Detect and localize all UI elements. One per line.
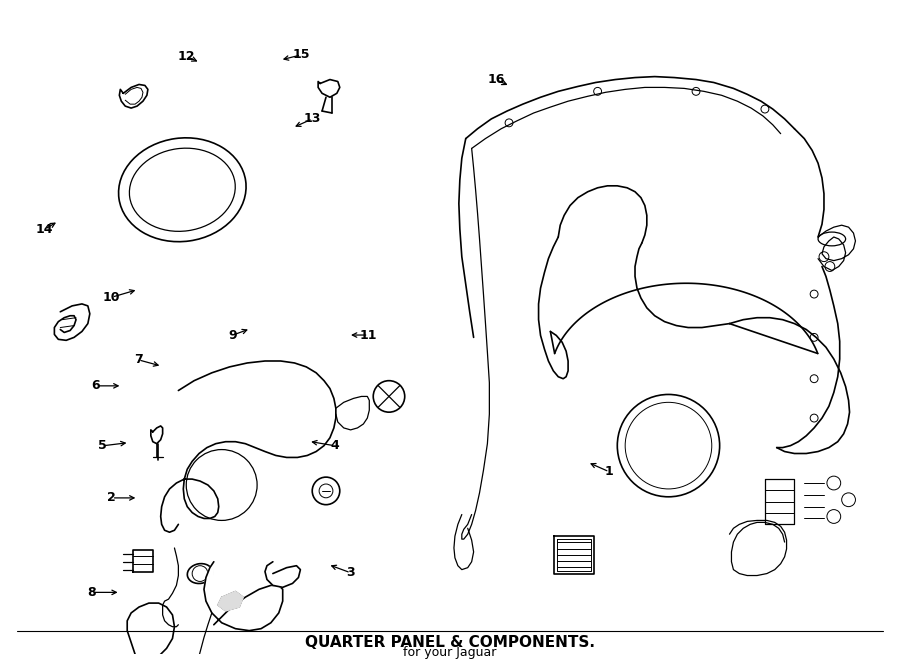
Text: 1: 1 — [605, 465, 614, 479]
Text: 16: 16 — [488, 73, 505, 86]
Text: 5: 5 — [98, 440, 107, 452]
Polygon shape — [218, 591, 243, 611]
Text: 3: 3 — [346, 566, 356, 579]
Text: 11: 11 — [360, 328, 377, 342]
Text: 13: 13 — [304, 113, 321, 125]
Text: 9: 9 — [229, 328, 238, 342]
Text: QUARTER PANEL & COMPONENTS.: QUARTER PANEL & COMPONENTS. — [305, 635, 595, 650]
Text: 2: 2 — [107, 491, 116, 504]
Text: 15: 15 — [292, 48, 310, 62]
Text: 14: 14 — [36, 223, 53, 236]
Text: 7: 7 — [134, 354, 142, 366]
Text: 6: 6 — [92, 379, 100, 393]
Text: 10: 10 — [103, 291, 121, 304]
Polygon shape — [265, 562, 301, 587]
Text: for your Jaguar: for your Jaguar — [403, 646, 497, 659]
Polygon shape — [54, 304, 90, 340]
Text: 12: 12 — [177, 50, 194, 63]
Text: 8: 8 — [87, 586, 95, 599]
Polygon shape — [204, 562, 283, 631]
Text: 4: 4 — [330, 440, 339, 452]
